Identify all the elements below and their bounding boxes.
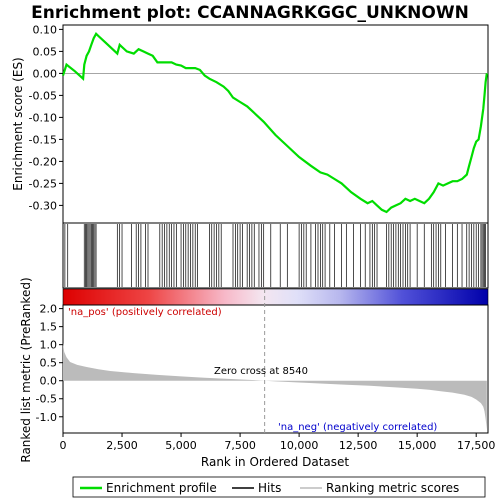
es-y-tick-label: 0.05 — [33, 45, 58, 58]
x-tick-label: 12,500 — [339, 439, 378, 452]
legend-profile-label: Enrichment profile — [106, 481, 217, 495]
ranked-y-tick-label: -0.5 — [36, 393, 57, 406]
es-y-tick-label: -0.05 — [29, 89, 57, 102]
hits-panel — [62, 222, 489, 289]
x-tick-label: 10,000 — [280, 439, 319, 452]
x-tick-label: 7,500 — [224, 439, 256, 452]
ranked-y-tick-label: 2.0 — [40, 303, 58, 316]
zero-cross-label: Zero cross at 8540 — [214, 366, 308, 377]
legend: Enrichment profile Hits Ranking metric s… — [72, 476, 486, 498]
x-axis-ticks: 0 2,500 5,000 7,500 10,000 12,500 15,000 17,500 — [60, 433, 496, 452]
x-tick-label: 0 — [60, 439, 67, 452]
ranked-y-tick-label: -1.0 — [36, 411, 57, 424]
legend-frame — [72, 476, 486, 498]
chart-title: Enrichment plot: CCANNAGRKGGC_UNKNOWN — [31, 3, 469, 23]
ranked-y-tick-label: 0.0 — [40, 375, 58, 388]
es-panel: 0.10 0.05 0.00 -0.05 -0.10 -0.15 -0.20 -0.25 -0.… — [11, 23, 489, 224]
ranking-metric-area — [63, 342, 487, 430]
legend-ranking-label: Ranking metric scores — [326, 481, 459, 495]
es-y-tick-label: 0.10 — [33, 23, 58, 36]
legend-hits-label: Hits — [258, 481, 281, 495]
es-y-tick-label: 0.00 — [33, 67, 58, 80]
enrichment-profile-line — [61, 32, 488, 214]
x-tick-label: 2,500 — [106, 439, 138, 452]
es-y-tick-label: -0.10 — [29, 111, 57, 124]
ranked-y-tick-label: 0.5 — [40, 357, 58, 370]
es-y-tick-label: -0.30 — [29, 199, 57, 212]
ranked-y-axis-label: Ranked list metric (PreRanked) — [19, 277, 33, 462]
es-y-tick-label: -0.15 — [29, 133, 57, 146]
negative-correlation-label: 'na_neg' (negatively correlated) — [278, 422, 437, 433]
ranked-panel: 2.0 1.5 1.0 0.5 0.0 -0.5 -1.0 'na_pos' (positi… — [19, 277, 495, 469]
ranking-color-band — [62, 288, 489, 306]
es-panel-frame — [62, 24, 489, 224]
ranked-y-tick-label: 1.5 — [40, 321, 58, 334]
ranked-y-ticks: 2.0 1.5 1.0 0.5 0.0 -0.5 -1.0 — [36, 303, 63, 424]
es-y-ticks: 0.10 0.05 0.00 -0.05 -0.10 -0.15 -0.20 -0.25 -0.… — [29, 23, 63, 212]
ranked-y-tick-label: 1.0 — [40, 339, 58, 352]
x-tick-label: 17,500 — [457, 439, 496, 452]
es-y-axis-label: Enrichment score (ES) — [11, 57, 25, 190]
hits-lines — [64, 224, 486, 287]
positive-correlation-label: 'na_pos' (positively correlated) — [68, 307, 222, 318]
x-tick-label: 15,000 — [398, 439, 437, 452]
x-tick-label: 5,000 — [165, 439, 197, 452]
es-y-tick-label: -0.25 — [29, 177, 57, 190]
x-axis-label: Rank in Ordered Dataset — [201, 455, 349, 469]
es-y-tick-label: -0.20 — [29, 155, 57, 168]
